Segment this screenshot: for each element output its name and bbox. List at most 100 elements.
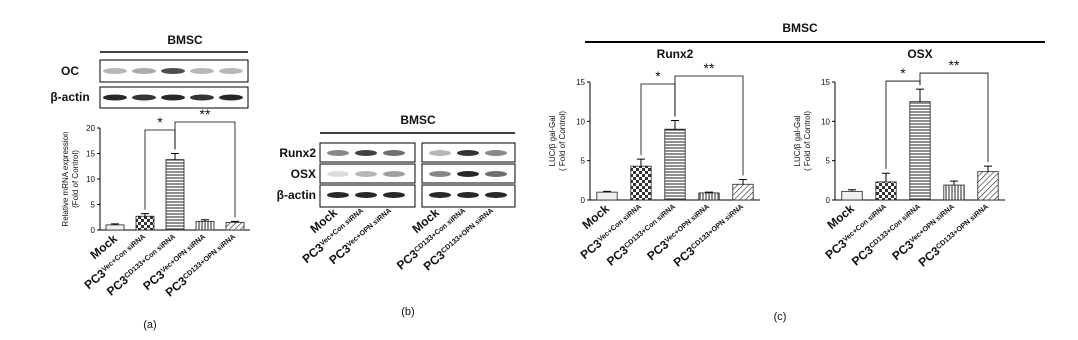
blot-band: [457, 171, 479, 177]
panel-label: (a): [143, 319, 156, 331]
blot-band: [383, 171, 405, 177]
blot-band: [132, 68, 156, 74]
bar: [596, 191, 618, 201]
y-tick-label: 15: [86, 150, 95, 159]
significance-label: *: [157, 114, 163, 130]
chart-title: Runx2: [657, 47, 694, 61]
bar: [664, 128, 686, 201]
blot-band: [457, 150, 479, 156]
panel-title: BMSC: [782, 21, 818, 35]
y-axis-label: Relative mRNA expression: [61, 131, 70, 226]
y-tick-label: 10: [821, 117, 830, 126]
blot-band: [132, 94, 156, 101]
error-bar: [171, 153, 179, 160]
significance-bracket: [674, 75, 744, 176]
panel-label: (b): [401, 306, 414, 318]
blot-band: [485, 192, 507, 198]
significance-bracket: [174, 121, 236, 218]
y-axis-label: (Fold of Control): [71, 150, 80, 208]
error-bar: [201, 219, 209, 222]
error-bar: [739, 179, 747, 185]
y-tick-label: 10: [86, 175, 95, 184]
error-bar: [637, 158, 645, 167]
blot-band: [383, 192, 405, 198]
error-bar: [141, 213, 149, 217]
y-tick-label: 5: [581, 157, 586, 166]
blot-band: [103, 68, 127, 74]
y-tick-label: 0: [581, 196, 586, 205]
y-tick-label: 15: [821, 78, 830, 87]
y-axis-label: LUC/β gal-Gal: [548, 115, 557, 166]
blot-row-label: β-actin: [277, 188, 316, 202]
y-tick-label: 10: [576, 117, 585, 126]
bar: [943, 184, 965, 201]
blot-band: [457, 192, 479, 198]
blot-row-label: OSX: [291, 167, 316, 181]
bar: [977, 171, 999, 201]
blot-band: [355, 192, 377, 198]
blot-band: [219, 94, 243, 101]
x-tick-label: PC3CD133+OPN siRNA: [916, 202, 993, 270]
bar: [630, 165, 652, 201]
error-bar: [950, 180, 958, 186]
error-bar: [882, 172, 890, 182]
bar: [841, 190, 863, 201]
error-bar: [916, 88, 924, 102]
significance-label: **: [704, 60, 715, 76]
error-bar: [848, 189, 856, 192]
y-tick-label: 5: [91, 201, 96, 210]
blot: [319, 163, 416, 184]
blot-band: [429, 192, 451, 198]
blot-band: [161, 94, 185, 101]
y-tick-label: 0: [91, 226, 96, 235]
bar: [698, 192, 720, 201]
error-bar: [603, 190, 611, 193]
bar: [732, 183, 754, 201]
blot-row-label: Runx2: [279, 146, 316, 160]
blot-band: [327, 150, 349, 156]
y-tick-label: 5: [826, 157, 831, 166]
significance-label: **: [949, 57, 960, 73]
bar: [225, 221, 245, 231]
blot-band: [355, 171, 377, 177]
blot-band: [327, 192, 349, 198]
blot-row-label: β-actin: [50, 90, 89, 104]
y-axis-label: ( Fold of Control): [558, 111, 567, 171]
blot-row-label: OC: [61, 64, 79, 78]
blot-band: [383, 150, 405, 156]
blot-band: [103, 94, 127, 101]
bar: [135, 215, 155, 231]
blot-band: [429, 150, 451, 156]
error-bar: [984, 165, 992, 172]
bar: [195, 220, 215, 231]
bar: [165, 159, 185, 231]
blot-band: [485, 171, 507, 177]
error-bar: [705, 191, 713, 193]
bar: [875, 181, 897, 201]
blot-band: [355, 150, 377, 156]
blot-band: [429, 171, 451, 177]
blot-title: BMSC: [167, 33, 203, 47]
blot-band: [190, 94, 214, 101]
blot-band: [485, 150, 507, 156]
y-tick-label: 20: [86, 124, 95, 133]
x-tick-label: PC3CD133+OPN siRNA: [671, 202, 748, 270]
y-tick-label: 15: [576, 78, 585, 87]
y-axis-label: ( Fold of Control): [803, 111, 812, 171]
significance-label: *: [655, 68, 661, 84]
blot-band: [219, 68, 243, 74]
error-bar: [111, 223, 119, 225]
error-bar: [231, 220, 239, 223]
blot-band: [190, 68, 214, 74]
significance-label: **: [200, 106, 211, 122]
panel-label: (c): [774, 311, 787, 323]
blot-band: [327, 171, 349, 177]
blot-title: BMSC: [400, 113, 436, 127]
chart-title: OSX: [907, 47, 932, 61]
y-axis-label: LUC/β gal-Gal: [793, 115, 802, 166]
significance-bracket: [919, 72, 989, 163]
bar: [909, 101, 931, 201]
y-tick-label: 0: [826, 196, 831, 205]
significance-label: *: [900, 65, 906, 81]
